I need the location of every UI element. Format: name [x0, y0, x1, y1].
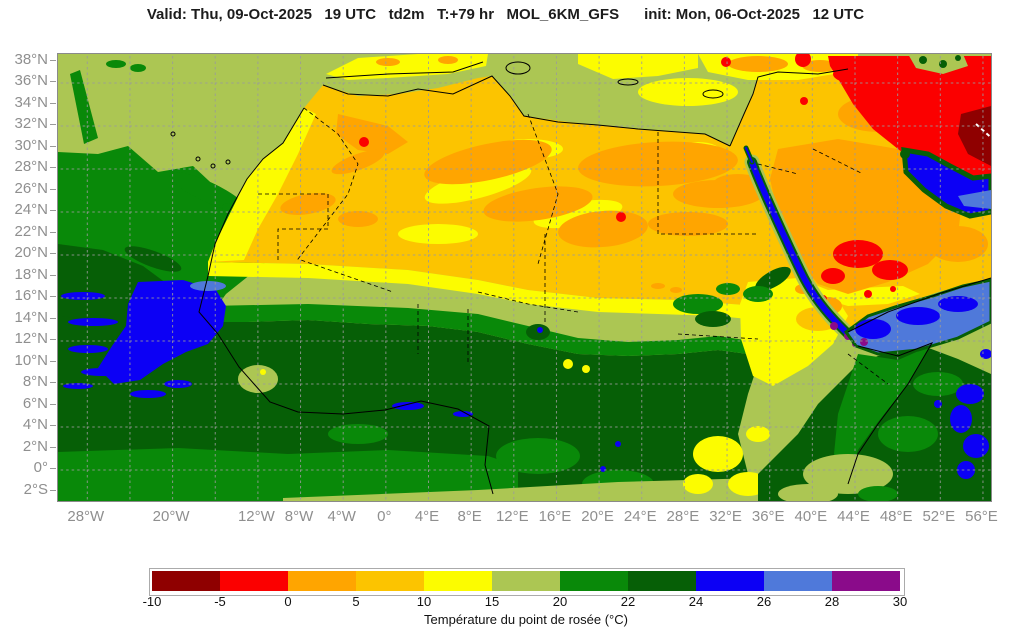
lat-tick-mark	[50, 231, 56, 233]
lat-tick-mark	[50, 188, 56, 190]
colorbar-segment	[356, 571, 424, 591]
lat-tick-mark	[50, 296, 56, 298]
lat-tick-label: 8°N	[22, 373, 48, 391]
lat-tick-mark	[50, 167, 56, 169]
lon-tick-label: 32°E	[709, 508, 742, 525]
lon-tick-label: 28°W	[67, 508, 105, 525]
lon-tick-label: 12°W	[237, 508, 275, 525]
dewpoint-map-svg	[58, 54, 991, 501]
lat-tick-label: 28°N	[14, 158, 48, 176]
colorbar-segment	[696, 571, 764, 591]
lon-tick-label: 8°E	[457, 508, 482, 525]
colorbar-tick-label: 22	[620, 594, 636, 609]
lat-tick-label: 34°N	[14, 93, 48, 111]
colorbar-segment	[628, 571, 696, 591]
lat-tick-label: 14°N	[14, 308, 48, 326]
lat-tick-label: 10°N	[14, 351, 48, 369]
lat-tick-label: 16°N	[14, 287, 48, 305]
colorbar-tick-label: 10	[416, 594, 432, 609]
lat-tick-mark	[50, 210, 56, 212]
lat-tick-mark	[50, 145, 56, 147]
lat-tick-label: 26°N	[14, 179, 48, 197]
colorbar-segment	[764, 571, 832, 591]
lon-tick-label: 0°	[377, 508, 392, 525]
lon-tick-label: 36°E	[751, 508, 785, 525]
lat-tick-label: 2°N	[22, 437, 48, 455]
lon-tick-label: 20°W	[152, 508, 190, 525]
lat-tick-mark	[50, 403, 56, 405]
lat-tick-label: 30°N	[14, 136, 48, 154]
colorbar-segment	[560, 571, 628, 591]
lat-tick-mark	[50, 446, 56, 448]
lon-tick-label: 44°E	[837, 508, 870, 525]
colorbar-tick-label: 5	[352, 594, 360, 609]
colorbar-segments	[152, 571, 900, 591]
lat-tick-label: 6°N	[22, 394, 48, 412]
colorbar-segment	[492, 571, 560, 591]
lat-tick-label: 22°N	[14, 222, 48, 240]
lon-tick-label: 28°E	[666, 508, 700, 525]
lon-tick-label: 52°E	[922, 508, 956, 525]
page-title: Valid: Thu, 09-Oct-2025 19 UTC td2m T:+7…	[146, 6, 865, 23]
lat-tick-mark	[50, 339, 56, 341]
lat-tick-label: 24°N	[14, 201, 48, 219]
lon-tick-label: 24°E	[623, 508, 657, 525]
map-canvas	[57, 53, 992, 502]
colorbar-caption: Température du point de rosée (°C)	[424, 612, 628, 627]
lon-tick-label: 48°E	[879, 508, 913, 525]
lat-tick-label: 18°N	[14, 265, 48, 283]
lon-tick-label: 56°E	[965, 508, 998, 525]
lat-tick-mark	[50, 425, 56, 427]
colorbar-tick-label: 15	[484, 594, 500, 609]
lat-tick-label: 0°	[33, 459, 48, 477]
lat-tick-label: 4°N	[22, 416, 48, 434]
colorbar-tick-label: 30	[892, 594, 908, 609]
lat-tick-mark	[50, 102, 56, 104]
lon-tick-label: 4°W	[327, 508, 356, 525]
coastlines	[170, 61, 991, 495]
colorbar-segment	[152, 571, 220, 591]
lat-tick-mark	[50, 317, 56, 319]
lon-tick-label: 40°E	[794, 508, 828, 525]
lat-tick-label: 36°N	[14, 72, 48, 90]
colorbar-tick-label: 26	[756, 594, 772, 609]
lat-tick-mark	[50, 253, 56, 255]
colorbar-tick-label: -10	[142, 594, 162, 609]
lon-tick-label: 8°W	[284, 508, 314, 525]
lat-tick-mark	[50, 489, 56, 491]
lat-tick-label: 38°N	[14, 50, 48, 68]
lat-tick-mark	[50, 468, 56, 470]
colorbar-tick-label: 0	[284, 594, 292, 609]
colorbar-tick-label: -5	[214, 594, 226, 609]
lat-tick-mark	[50, 124, 56, 126]
lat-tick-label: 20°N	[14, 244, 48, 262]
lon-tick-label: 16°E	[538, 508, 572, 525]
colorbar-tick-label: 24	[688, 594, 704, 609]
colorbar-segment	[424, 571, 492, 591]
lat-tick-label: 2°S	[23, 480, 48, 498]
lon-tick-label: 4°E	[414, 508, 440, 525]
lat-tick-mark	[50, 59, 56, 61]
colorbar-tick-label: 28	[824, 594, 840, 609]
lon-tick-label: 12°E	[495, 508, 529, 525]
lat-tick-mark	[50, 382, 56, 384]
lat-tick-mark	[50, 360, 56, 362]
colorbar-tick-label: 20	[552, 594, 568, 609]
graticule-gridlines	[58, 54, 991, 501]
colorbar-segment	[220, 571, 288, 591]
lat-tick-mark	[50, 81, 56, 83]
colorbar-segment	[832, 571, 900, 591]
lon-tick-label: 20°E	[581, 508, 614, 525]
lat-tick-label: 12°N	[14, 330, 48, 348]
lat-tick-mark	[50, 274, 56, 276]
colorbar	[149, 568, 905, 596]
country-borders	[258, 107, 889, 385]
colorbar-segment	[288, 571, 356, 591]
lat-tick-label: 32°N	[14, 115, 48, 133]
